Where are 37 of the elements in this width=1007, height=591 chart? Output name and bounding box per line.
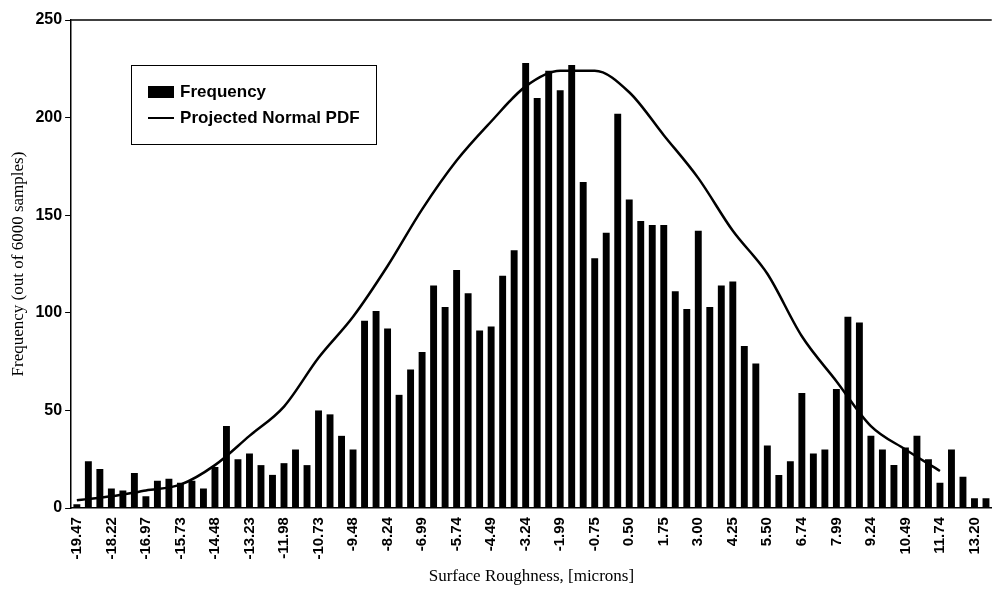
x-tick-label: -8.24 <box>377 516 395 552</box>
x-tick-label: -4.49 <box>481 517 499 552</box>
x-tick-label: 11.74 <box>930 516 948 554</box>
y-tick-label: 250 <box>35 10 63 28</box>
x-tick-label: 1.75 <box>653 517 671 547</box>
x-tick-label: -18.22 <box>101 517 119 560</box>
x-tick-label: 5.50 <box>757 517 775 547</box>
x-tick-label: 10.49 <box>895 517 913 555</box>
x-tick-label: -3.24 <box>515 516 533 552</box>
x-tick-label: -5.74 <box>446 516 464 552</box>
x-tick-label: 3.00 <box>688 517 706 547</box>
x-tick-label: -19.47 <box>66 517 84 560</box>
x-tick-label: -14.48 <box>205 517 223 560</box>
x-tick-label: -15.73 <box>170 517 188 560</box>
x-tick-label: 6.74 <box>792 516 809 547</box>
x-tick-label: -6.99 <box>412 517 430 552</box>
x-tick-label: 9.24 <box>861 516 879 547</box>
y-axis-title: Frequency (out of 6000 samples) <box>7 151 27 377</box>
y-tick-label: 0 <box>53 498 63 516</box>
x-tick-label: -0.75 <box>584 517 602 552</box>
x-tick-label: 13.20 <box>964 517 982 555</box>
legend-label: Projected Normal PDF <box>180 108 360 128</box>
y-tick-label: 50 <box>44 400 63 418</box>
x-tick-label: -9.48 <box>343 517 361 552</box>
y-tick-label: 150 <box>35 205 63 223</box>
y-tick-label: 200 <box>35 108 63 126</box>
x-tick-label: -10.73 <box>308 517 326 560</box>
x-tick-label: 4.25 <box>722 517 740 547</box>
x-axis-title: Surface Roughness, [microns] <box>428 566 635 586</box>
legend-label: Frequency <box>180 82 267 102</box>
x-tick-label: 7.99 <box>826 517 844 547</box>
x-tick-label: -1.99 <box>550 517 568 552</box>
x-tick-label: -13.23 <box>239 517 257 560</box>
x-tick-label: -16.97 <box>136 517 154 560</box>
y-tick-label: 100 <box>35 303 63 321</box>
x-tick-label: 0.50 <box>619 517 637 547</box>
x-tick-label: -11.98 <box>274 517 292 559</box>
